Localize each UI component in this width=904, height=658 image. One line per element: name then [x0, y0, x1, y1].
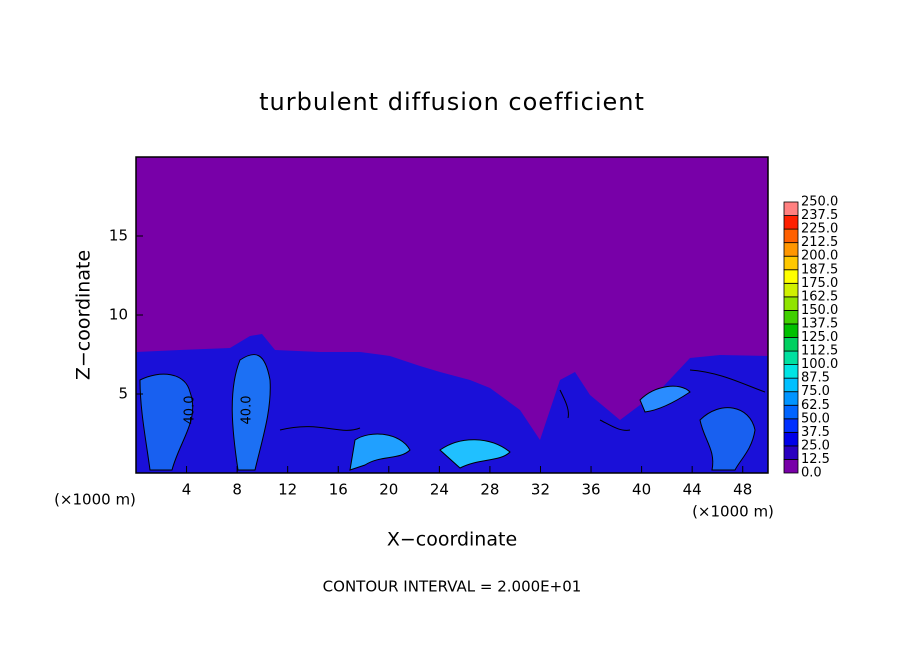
colorbar-label: 187.5: [801, 262, 838, 277]
blob: [699, 407, 756, 471]
field: [135, 156, 769, 474]
x-unit: (×1000 m): [54, 491, 136, 509]
colorbar-label: 225.0: [801, 222, 838, 237]
x-tick-label: 48: [733, 481, 752, 499]
x-tick-label: 36: [581, 481, 600, 499]
colorbar-label: 75.0: [801, 384, 830, 399]
colorbar-label: 137.5: [801, 316, 838, 331]
colorbar-swatch: [783, 431, 799, 447]
colorbar-label: 212.5: [801, 235, 838, 250]
blob: [639, 385, 691, 413]
x-tick-label: 12: [278, 481, 297, 499]
x-tick-label: 24: [430, 481, 449, 499]
colorbar-label: 37.5: [801, 425, 830, 440]
colorbar-swatch: [783, 323, 799, 338]
colorbar-swatch: [783, 201, 799, 216]
turbulent-region: [136, 334, 768, 473]
colorbar-label: 100.0: [801, 357, 838, 372]
colorbar-label: 50.0: [801, 411, 830, 426]
x-tick-label: 8: [232, 481, 242, 499]
blob: [231, 354, 271, 471]
y-axis-label: Z−coordinate: [73, 250, 95, 380]
colorbar-swatch: [783, 377, 799, 393]
contour-line: [689, 369, 766, 393]
colorbar-label: 200.0: [801, 249, 838, 264]
contour-label: 40.0: [183, 396, 198, 425]
colorbar-swatch: [783, 391, 799, 406]
x-axis-label: X−coordinate: [387, 529, 517, 551]
colorbar-swatch: [783, 228, 799, 244]
x-tick-label: 28: [480, 481, 499, 499]
colorbar-label: 0.0: [801, 466, 822, 481]
colorbar-swatch: [783, 242, 799, 257]
colorbar-swatch: [783, 282, 799, 298]
x-unit: (×1000 m): [692, 503, 774, 521]
colorbar-swatch: [783, 255, 799, 271]
blob: [349, 433, 411, 471]
colorbar-swatch: [783, 269, 799, 284]
x-tick-label: 16: [329, 481, 348, 499]
colorbar-label: 25.0: [801, 438, 830, 453]
y-tick-label: 5: [118, 385, 128, 403]
colorbar-swatch: [783, 350, 799, 365]
contour-line: [279, 389, 631, 431]
colorbar-label: 12.5: [801, 452, 830, 467]
colorbar-swatch: [783, 418, 799, 433]
colorbar-label: 62.5: [801, 398, 830, 413]
x-tick-label: 20: [379, 481, 398, 499]
x-tick-label: 40: [632, 481, 651, 499]
chart-title: turbulent diffusion coefficient: [259, 88, 645, 116]
colorbar-swatch: [783, 364, 799, 379]
x-tick-label: 44: [683, 481, 702, 499]
colorbar-label: 175.0: [801, 276, 838, 291]
colorbar-label: 237.5: [801, 208, 838, 223]
blob: [439, 439, 511, 469]
colorbar-label: 125.0: [801, 330, 838, 345]
colorbar-label: 250.0: [801, 195, 838, 210]
y-tick-label: 10: [109, 306, 128, 324]
x-tick-label: 4: [182, 481, 192, 499]
y-tick-label: 15: [109, 227, 128, 245]
colorbar-swatch: [783, 337, 799, 352]
colorbar-swatch: [783, 459, 799, 474]
colorbar-swatch: [783, 445, 799, 460]
colorbar-swatch: [783, 404, 799, 420]
colorbar-label: 112.5: [801, 344, 838, 359]
colorbar-swatch: [783, 309, 799, 325]
colorbar-label: 162.5: [801, 289, 838, 304]
colorbar-label: 150.0: [801, 303, 838, 318]
contour-label: 40.0: [240, 396, 255, 425]
colorbar-label: 87.5: [801, 371, 830, 386]
footer-note: CONTOUR INTERVAL = 2.000E+01: [323, 578, 582, 596]
colorbar-swatch: [783, 296, 799, 311]
x-tick-label: 32: [531, 481, 550, 499]
blob: [139, 373, 194, 471]
colorbar-swatch: [783, 215, 799, 230]
